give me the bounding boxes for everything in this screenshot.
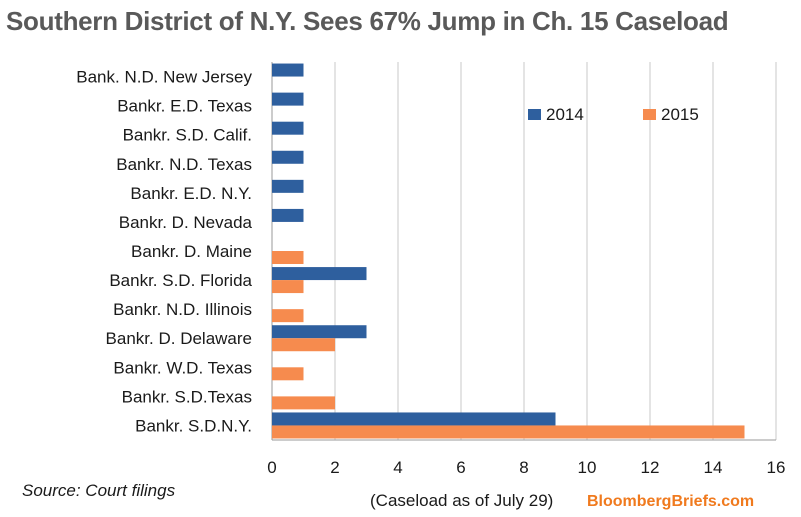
bar-2014 (272, 121, 304, 135)
bar-2014 (272, 150, 304, 164)
chart-title: Southern District of N.Y. Sees 67% Jump … (6, 6, 729, 36)
category-labels: Bank. N.D. New Jersey Bankr. E.D. Texas Ba… (76, 68, 252, 436)
x-tick-label: 16 (767, 458, 786, 477)
x-tick-labels: 0 2 4 6 8 10 12 14 16 (267, 458, 785, 477)
category-label: Bankr. S.D. Calif. (123, 126, 252, 145)
bars (272, 63, 745, 439)
legend: 2014 2015 (528, 105, 699, 124)
category-label: Bankr. D. Maine (131, 242, 252, 261)
brand-logo-text: BloombergBriefs.com (587, 493, 755, 510)
x-tick-label: 6 (456, 458, 465, 477)
category-label: Bankr. N.D. Illinois (113, 300, 252, 319)
bar-2014 (272, 63, 304, 77)
category-label: Bankr. W.D. Texas (113, 358, 252, 377)
bar-2015 (272, 309, 304, 323)
bar-2015 (272, 251, 304, 264)
source-note: Source: Court filings (22, 481, 176, 500)
category-label: Bankr. S.D.Texas (122, 387, 252, 406)
bar-2015 (272, 338, 335, 352)
x-tick-label: 14 (704, 458, 723, 477)
bar-2014 (272, 412, 556, 426)
bar-2015 (272, 425, 745, 439)
bar-2014 (272, 208, 304, 222)
bar-2014 (272, 325, 367, 339)
caseload-note: (Caseload as of July 29) (370, 491, 554, 510)
legend-swatch-2014 (528, 109, 541, 120)
bar-2014 (272, 92, 304, 106)
category-label: Bankr. D. Nevada (119, 213, 253, 232)
category-label: Bankr. D. Delaware (106, 329, 252, 348)
bar-2015 (272, 367, 304, 381)
bar-2014 (272, 267, 367, 281)
category-label: Bankr. N.D. Texas (116, 155, 252, 174)
legend-label: 2015 (661, 105, 699, 124)
bar-2014 (272, 179, 304, 193)
category-label: Bankr. S.D. Florida (109, 271, 252, 290)
bar-2015 (272, 280, 304, 294)
x-tick-label: 10 (578, 458, 597, 477)
x-tick-label: 4 (393, 458, 402, 477)
bar-2015 (272, 396, 335, 410)
category-label: Bankr. S.D.N.Y. (135, 416, 252, 435)
grid-lines (271, 62, 777, 441)
x-tick-label: 8 (519, 458, 528, 477)
category-label: Bank. N.D. New Jersey (76, 68, 252, 87)
legend-swatch-2015 (643, 109, 656, 120)
category-label: Bankr. E.D. Texas (117, 97, 252, 116)
legend-label: 2014 (546, 105, 584, 124)
x-tick-label: 12 (641, 458, 660, 477)
category-label: Bankr. E.D. N.Y. (130, 184, 252, 203)
x-tick-label: 0 (267, 458, 276, 477)
x-tick-label: 2 (330, 458, 339, 477)
